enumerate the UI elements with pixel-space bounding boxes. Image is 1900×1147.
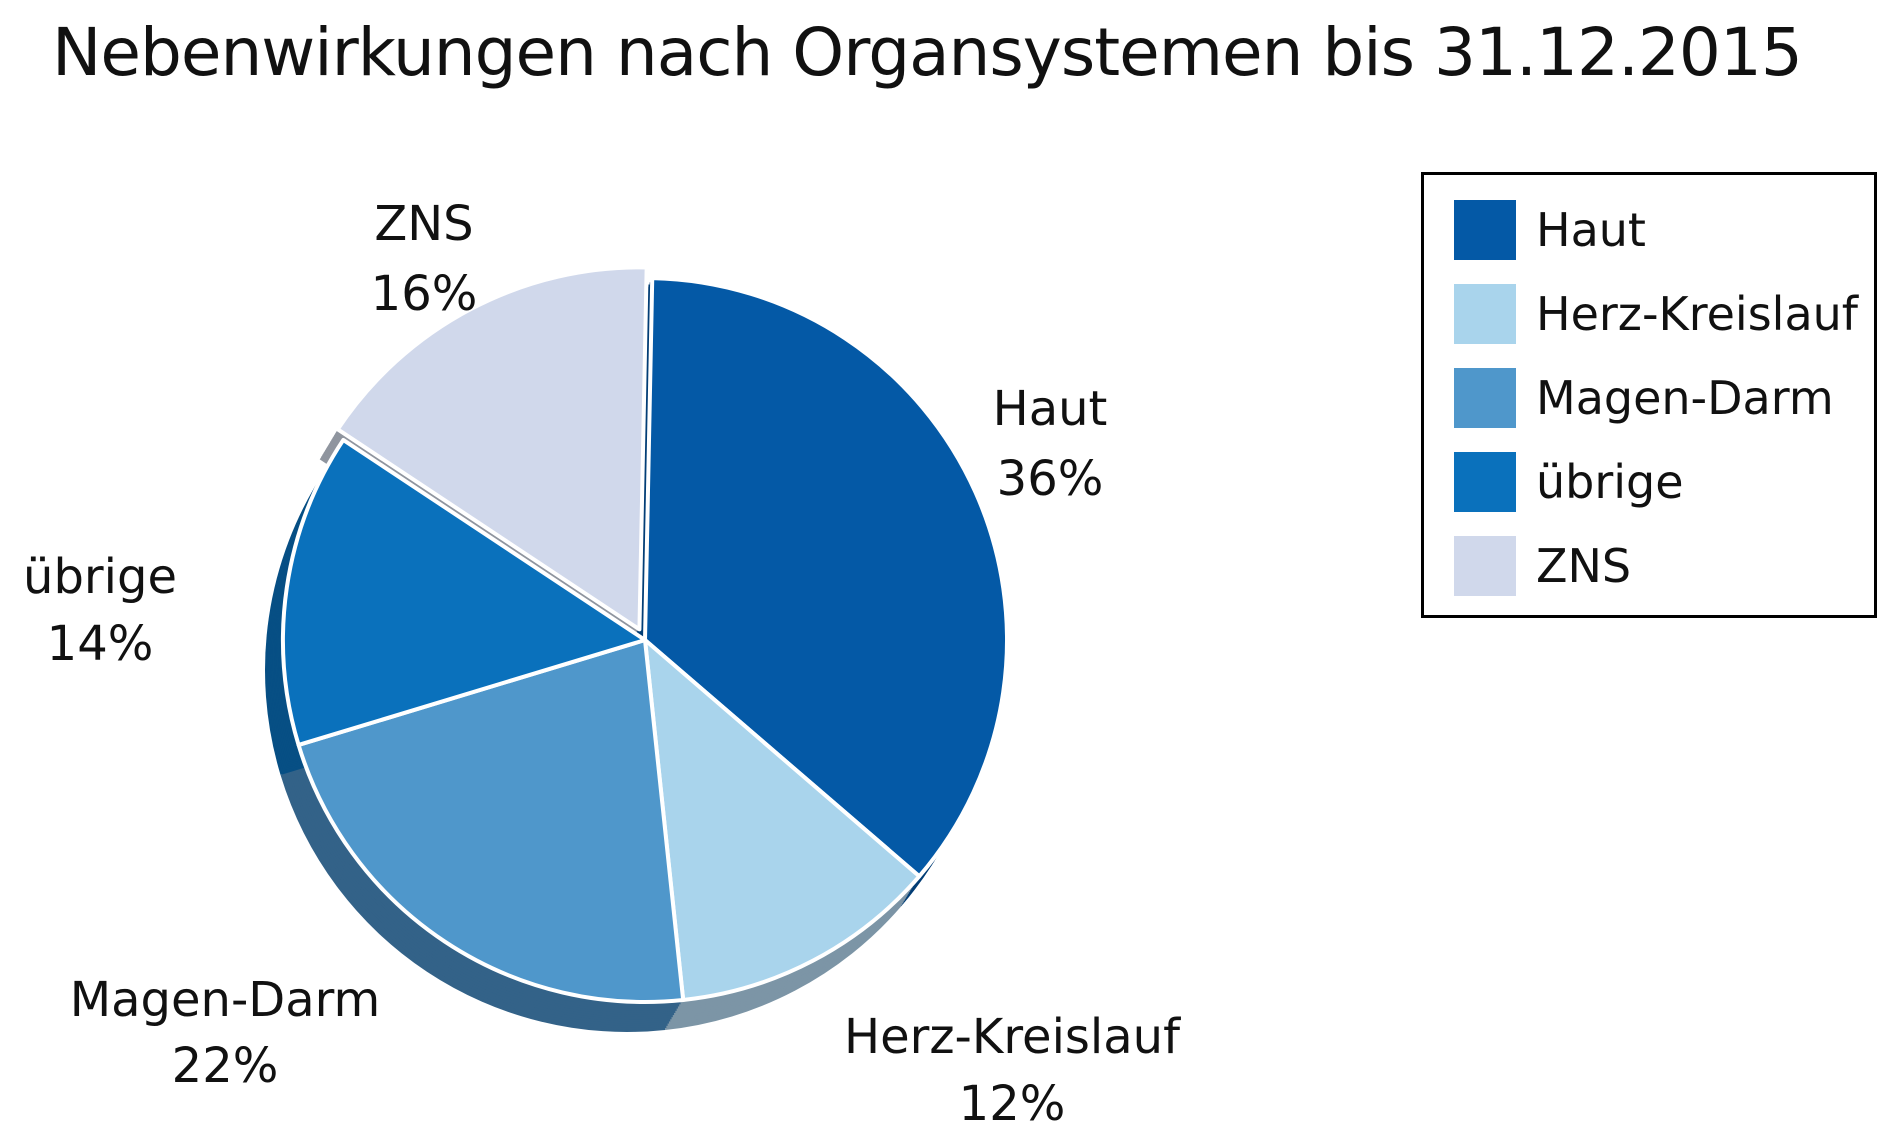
legend-swatch-herz-kreislauf (1454, 284, 1516, 344)
slice-label-magen-darm: Magen-Darm (70, 972, 381, 1028)
pie-slice-magen-darm (296, 638, 686, 1004)
legend-label-haut: Haut (1536, 203, 1646, 257)
legend-swatch-magen-darm (1454, 368, 1516, 428)
pie-slice--brige (281, 437, 647, 747)
legend-item-herz-kreislauf: Herz-Kreislauf (1454, 283, 1858, 345)
legend-item-uebrige: übrige (1454, 451, 1684, 513)
legend-label-zns: ZNS (1536, 539, 1632, 593)
slice-label--brige: übrige (23, 549, 177, 605)
chart-title: Nebenwirkungen nach Organsystemen bis 31… (52, 14, 1803, 91)
pie-slice-herz-kreislauf (643, 638, 922, 1002)
pie-slice-haut (643, 276, 1009, 879)
legend-swatch-haut (1454, 200, 1516, 260)
legend-label-uebrige: übrige (1536, 455, 1684, 509)
slice-value-magen-darm: 22% (172, 1038, 279, 1094)
legend-swatch-zns (1454, 536, 1516, 596)
legend: Haut Herz-Kreislauf Magen-Darm übrige ZN… (1421, 172, 1877, 618)
legend-item-magen-darm: Magen-Darm (1454, 367, 1834, 429)
legend-label-magen-darm: Magen-Darm (1536, 371, 1834, 425)
legend-item-haut: Haut (1454, 199, 1646, 261)
legend-item-zns: ZNS (1454, 535, 1631, 597)
slice-label-zns: ZNS (374, 196, 473, 252)
slice-value--brige: 14% (47, 616, 154, 672)
slice-label-haut: Haut (993, 381, 1108, 437)
slice-value-herz-kreislauf: 12% (959, 1076, 1066, 1132)
pie-slice-zns (335, 265, 649, 632)
slice-value-zns: 16% (371, 266, 478, 322)
slice-label-herz-kreislauf: Herz-Kreislauf (844, 1009, 1181, 1065)
legend-swatch-uebrige (1454, 452, 1516, 512)
slice-value-haut: 36% (997, 451, 1104, 507)
legend-label-herz-kreislauf: Herz-Kreislauf (1536, 287, 1858, 341)
